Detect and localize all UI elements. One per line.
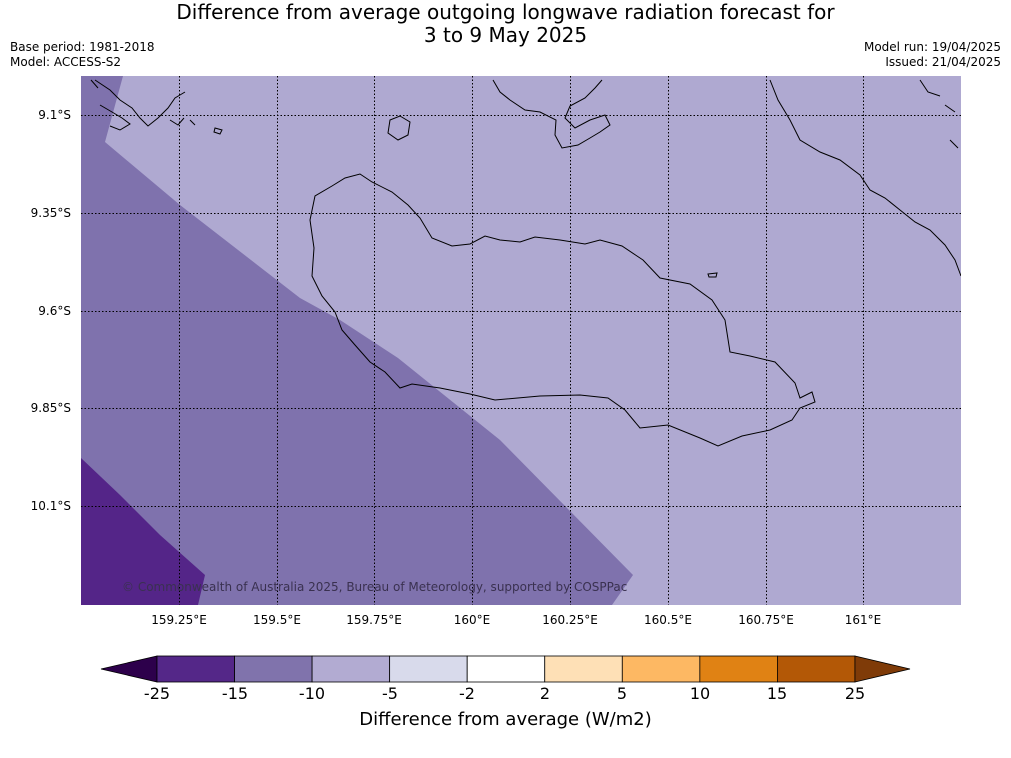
colorbar-tick-label: 15	[766, 684, 788, 703]
lon-label: 159.25°E	[151, 613, 207, 627]
lon-label: 160.5°E	[644, 613, 692, 627]
chart-title-line-1: Difference from average outgoing longwav…	[176, 0, 835, 24]
colorbar-under-arrow	[100, 655, 158, 683]
colorbar-tick-label: 10	[689, 684, 711, 703]
anomaly-region-mid	[81, 76, 633, 605]
colorbar-tick-label: 5	[616, 684, 628, 703]
anomaly-region-low	[81, 458, 205, 605]
model-name: Model: ACCESS-S2	[10, 55, 122, 69]
colorbar-tick-label: -5	[382, 684, 398, 703]
colorbar-bin	[156, 655, 235, 683]
colorbar-tick-label: 25	[844, 684, 866, 703]
colorbar-bin	[389, 655, 468, 683]
model-run: Model run: 19/04/2025	[863, 40, 1001, 54]
lon-label: 160.25°E	[542, 613, 598, 627]
lat-label: 9.6°S	[38, 304, 71, 318]
gridlines	[81, 76, 961, 605]
colorbar-bin	[544, 655, 623, 683]
colorbar-tick-label: -2	[459, 684, 475, 703]
base-period: Base period: 1981-2018	[10, 40, 155, 54]
lon-label: 159.75°E	[346, 613, 402, 627]
lat-label: 9.1°S	[38, 108, 71, 122]
makira-coastline	[769, 79, 961, 277]
colorbar-over-arrow	[854, 655, 911, 683]
colorbar-tick-label: -25	[143, 684, 171, 703]
colorbar-bin	[466, 655, 546, 683]
colorbar-bin	[234, 655, 313, 683]
issued-date: Issued: 21/04/2025	[885, 55, 1001, 69]
colorbar-bin	[699, 655, 778, 683]
colorbar-tick-label: -15	[221, 684, 249, 703]
lat-label: 9.85°S	[30, 401, 71, 415]
colorbar-bin	[311, 655, 391, 683]
lon-label: 159.5°E	[253, 613, 301, 627]
colorbar-bin	[621, 655, 701, 683]
colorbar-tick-label: -10	[298, 684, 326, 703]
lat-label: 9.35°S	[30, 206, 71, 220]
islet-coastline	[707, 272, 718, 278]
colorbar-bin	[777, 655, 856, 683]
florida-islands-coastline	[90, 79, 223, 135]
copyright-notice: © Commonwealth of Australia 2025, Bureau…	[122, 580, 628, 594]
guadalcanal-coastline	[309, 173, 816, 447]
chart-title-line-2: 3 to 9 May 2025	[423, 23, 588, 47]
lon-label: 161°E	[844, 613, 882, 627]
colorbar-tick-label: 2	[539, 684, 551, 703]
malaita-coastline	[492, 79, 611, 149]
lon-label: 160°E	[453, 613, 491, 627]
colorbar-title: Difference from average (W/m2)	[359, 709, 652, 730]
lat-label: 10.1°S	[30, 499, 71, 513]
lon-label: 160.75°E	[738, 613, 794, 627]
